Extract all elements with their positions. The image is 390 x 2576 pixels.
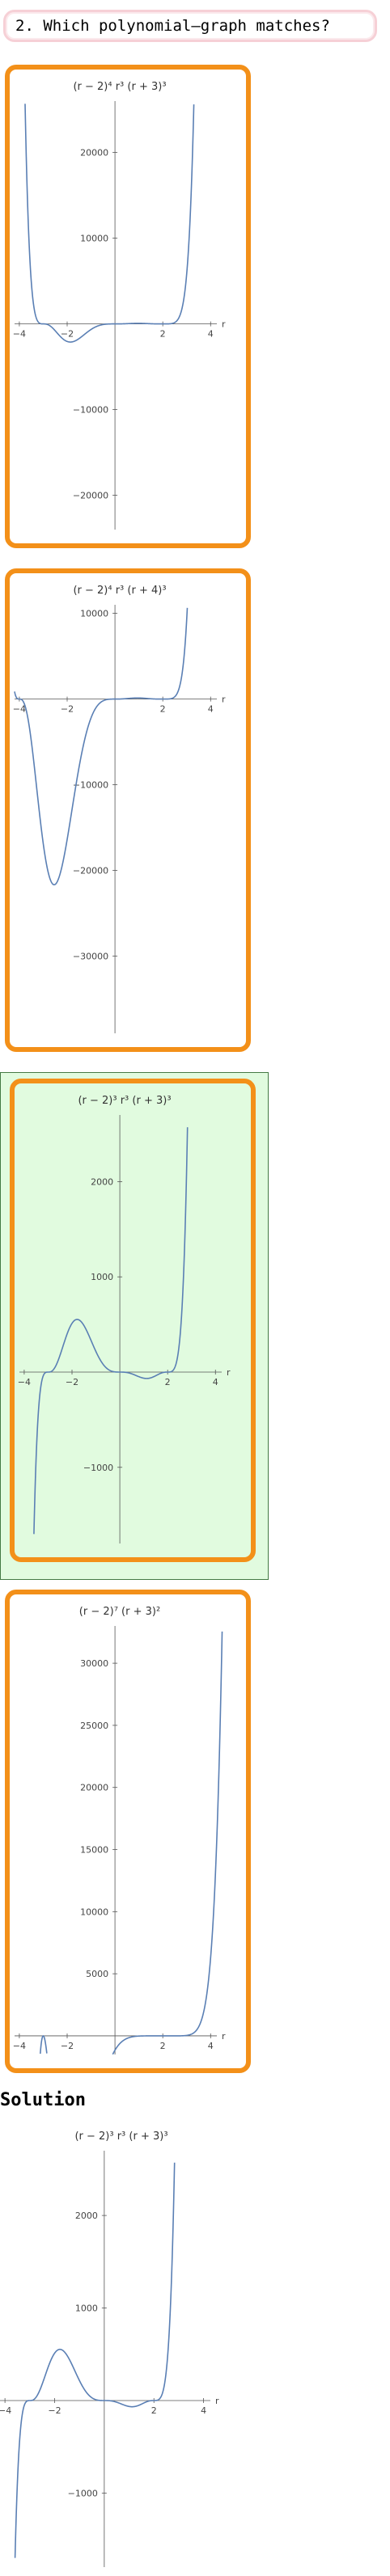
- x-tick-label: 4: [208, 2041, 214, 2051]
- plot-title: (r − 2)⁴ r³ (r + 4)³: [73, 585, 166, 597]
- x-axis-label: r: [215, 2396, 219, 2406]
- plot-4: (r − 2)³ r³ (r + 3)³ r −4 −2 2 4 −1000 1000 2000: [0, 2130, 219, 2567]
- y-tick-label: −30000: [73, 952, 108, 962]
- x-axis-label: r: [222, 695, 226, 705]
- y-tick-label: 10000: [80, 1907, 108, 1917]
- question-banner: 2. Which polynomial–graph matches?: [3, 10, 377, 42]
- function-curve: [14, 607, 189, 886]
- function-curve: [39, 1631, 223, 2055]
- x-tick-label: 2: [160, 2041, 166, 2051]
- x-tick-label: −4: [13, 2041, 26, 2051]
- plot-title: (r − 2)⁴ r³ (r + 3)³: [73, 81, 166, 93]
- option-card-b[interactable]: [5, 568, 251, 1052]
- x-tick-label: −2: [66, 1377, 78, 1387]
- y-tick-label: 5000: [86, 1969, 108, 1979]
- question-text: 2. Which polynomial–graph matches?: [15, 17, 330, 35]
- option-card-c[interactable]: [10, 1079, 256, 1562]
- x-axis-label: r: [222, 2031, 226, 2042]
- x-tick-label: −2: [48, 2405, 61, 2416]
- option-card-d[interactable]: [5, 1590, 251, 2073]
- x-axis-label: r: [222, 319, 226, 330]
- plot-title: (r − 2)³ r³ (r + 3)³: [74, 2130, 167, 2143]
- y-tick-label: −1000: [68, 2488, 98, 2498]
- plot-1: (r − 2)⁴ r³ (r + 4)³ r −4 −2 2 4 −30000 −20000 −…: [13, 585, 226, 1033]
- x-tick-label: 4: [208, 329, 214, 340]
- x-tick-label: −2: [61, 704, 74, 715]
- y-tick-label: 2000: [91, 1176, 113, 1187]
- plot-title: (r − 2)³ r³ (r + 3)³: [78, 1095, 171, 1107]
- x-tick-label: −2: [61, 2041, 74, 2051]
- plot-title: (r − 2)⁷ (r + 3)²: [79, 1606, 160, 1618]
- y-tick-label: 20000: [80, 1783, 108, 1793]
- y-tick-label: −1000: [83, 1463, 113, 1473]
- x-axis-label: r: [227, 1367, 231, 1378]
- x-tick-label: 4: [213, 1377, 218, 1387]
- x-tick-label: 2: [151, 2405, 157, 2416]
- x-tick-label: 2: [160, 704, 166, 715]
- function-curve: [14, 2162, 176, 2558]
- y-tick-label: 20000: [80, 148, 108, 158]
- y-tick-label: −20000: [73, 866, 108, 876]
- y-tick-label: −10000: [73, 780, 108, 791]
- x-tick-label: −4: [13, 704, 26, 715]
- y-tick-label: −10000: [73, 405, 108, 416]
- x-tick-label: −2: [61, 329, 74, 340]
- y-tick-label: 10000: [80, 609, 108, 619]
- y-tick-label: 30000: [80, 1658, 108, 1669]
- y-tick-label: 25000: [80, 1721, 108, 1731]
- plot-3: (r − 2)⁷ (r + 3)² r −4 −2 2 4 5000 10000 15000 20…: [13, 1606, 226, 2055]
- x-tick-label: −4: [18, 1377, 31, 1387]
- x-tick-label: 2: [165, 1377, 171, 1387]
- solution-heading: Solution: [0, 2090, 86, 2110]
- plot-0: (r − 2)⁴ r³ (r + 3)³ r −4 −2 2 4 −20000 −10000 1…: [13, 81, 226, 530]
- option-card-a[interactable]: [5, 65, 251, 548]
- x-tick-label: 4: [201, 2405, 206, 2416]
- y-tick-label: −20000: [73, 491, 108, 501]
- x-tick-label: −4: [0, 2405, 11, 2416]
- y-tick-label: 10000: [80, 234, 108, 244]
- x-tick-label: 4: [208, 704, 214, 715]
- function-curve: [24, 103, 195, 343]
- y-tick-label: 1000: [75, 2304, 98, 2314]
- y-tick-label: 1000: [91, 1272, 113, 1282]
- y-tick-label: 2000: [75, 2211, 98, 2221]
- plot-2: (r − 2)³ r³ (r + 3)³ r −4 −2 2 4 −1000 1000 2000: [18, 1095, 231, 1543]
- function-curve: [33, 1127, 189, 1535]
- x-tick-label: 2: [160, 329, 166, 340]
- x-tick-label: −4: [13, 329, 26, 340]
- y-tick-label: 15000: [80, 1845, 108, 1856]
